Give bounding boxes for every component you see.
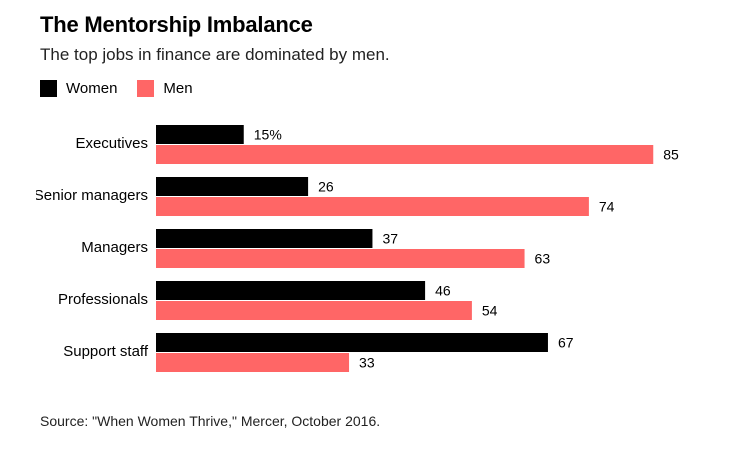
chart-subtitle: The top jobs in finance are dominated by… [40,45,390,64]
bar-men [156,145,654,164]
data-label-women: 37 [382,231,398,247]
data-label-men: 85 [663,147,679,163]
legend-item-women: Women [40,79,118,97]
data-label-women: 67 [558,335,574,351]
bar-women [156,281,426,300]
bar-women [156,333,548,352]
data-label-men: 54 [482,303,498,319]
chart-title: The Mentorship Imbalance [40,12,313,37]
category-label: Senior managers [34,187,148,204]
data-label-men: 74 [599,199,615,215]
legend-swatch-women [40,79,57,97]
category-label: Executives [75,135,148,152]
data-label-men: 63 [535,251,551,267]
bar-women [156,125,244,144]
data-label-men: 33 [359,355,375,371]
category-label: Support staff [63,343,149,360]
bar-men [156,353,350,372]
bar-men [156,301,472,320]
data-label-women: 26 [318,179,334,195]
legend: Women Men [40,78,213,98]
legend-label-women: Women [66,79,118,97]
data-label-women: 46 [435,283,451,299]
category-label: Professionals [58,291,148,308]
source-note: Source: "When Women Thrive," Mercer, Oct… [40,413,381,429]
category-label: Managers [81,239,148,256]
bar-chart: Executives 15% 85 Senior managers 26 74 Manage… [34,125,679,372]
legend-item-men: Men [137,79,193,97]
legend-swatch-men [137,79,155,97]
bar-women [156,229,373,248]
bar-men [156,249,525,268]
legend-label-men: Men [163,79,193,97]
data-label-women: 15% [254,127,282,143]
bar-men [156,197,589,216]
bar-women [156,177,309,196]
